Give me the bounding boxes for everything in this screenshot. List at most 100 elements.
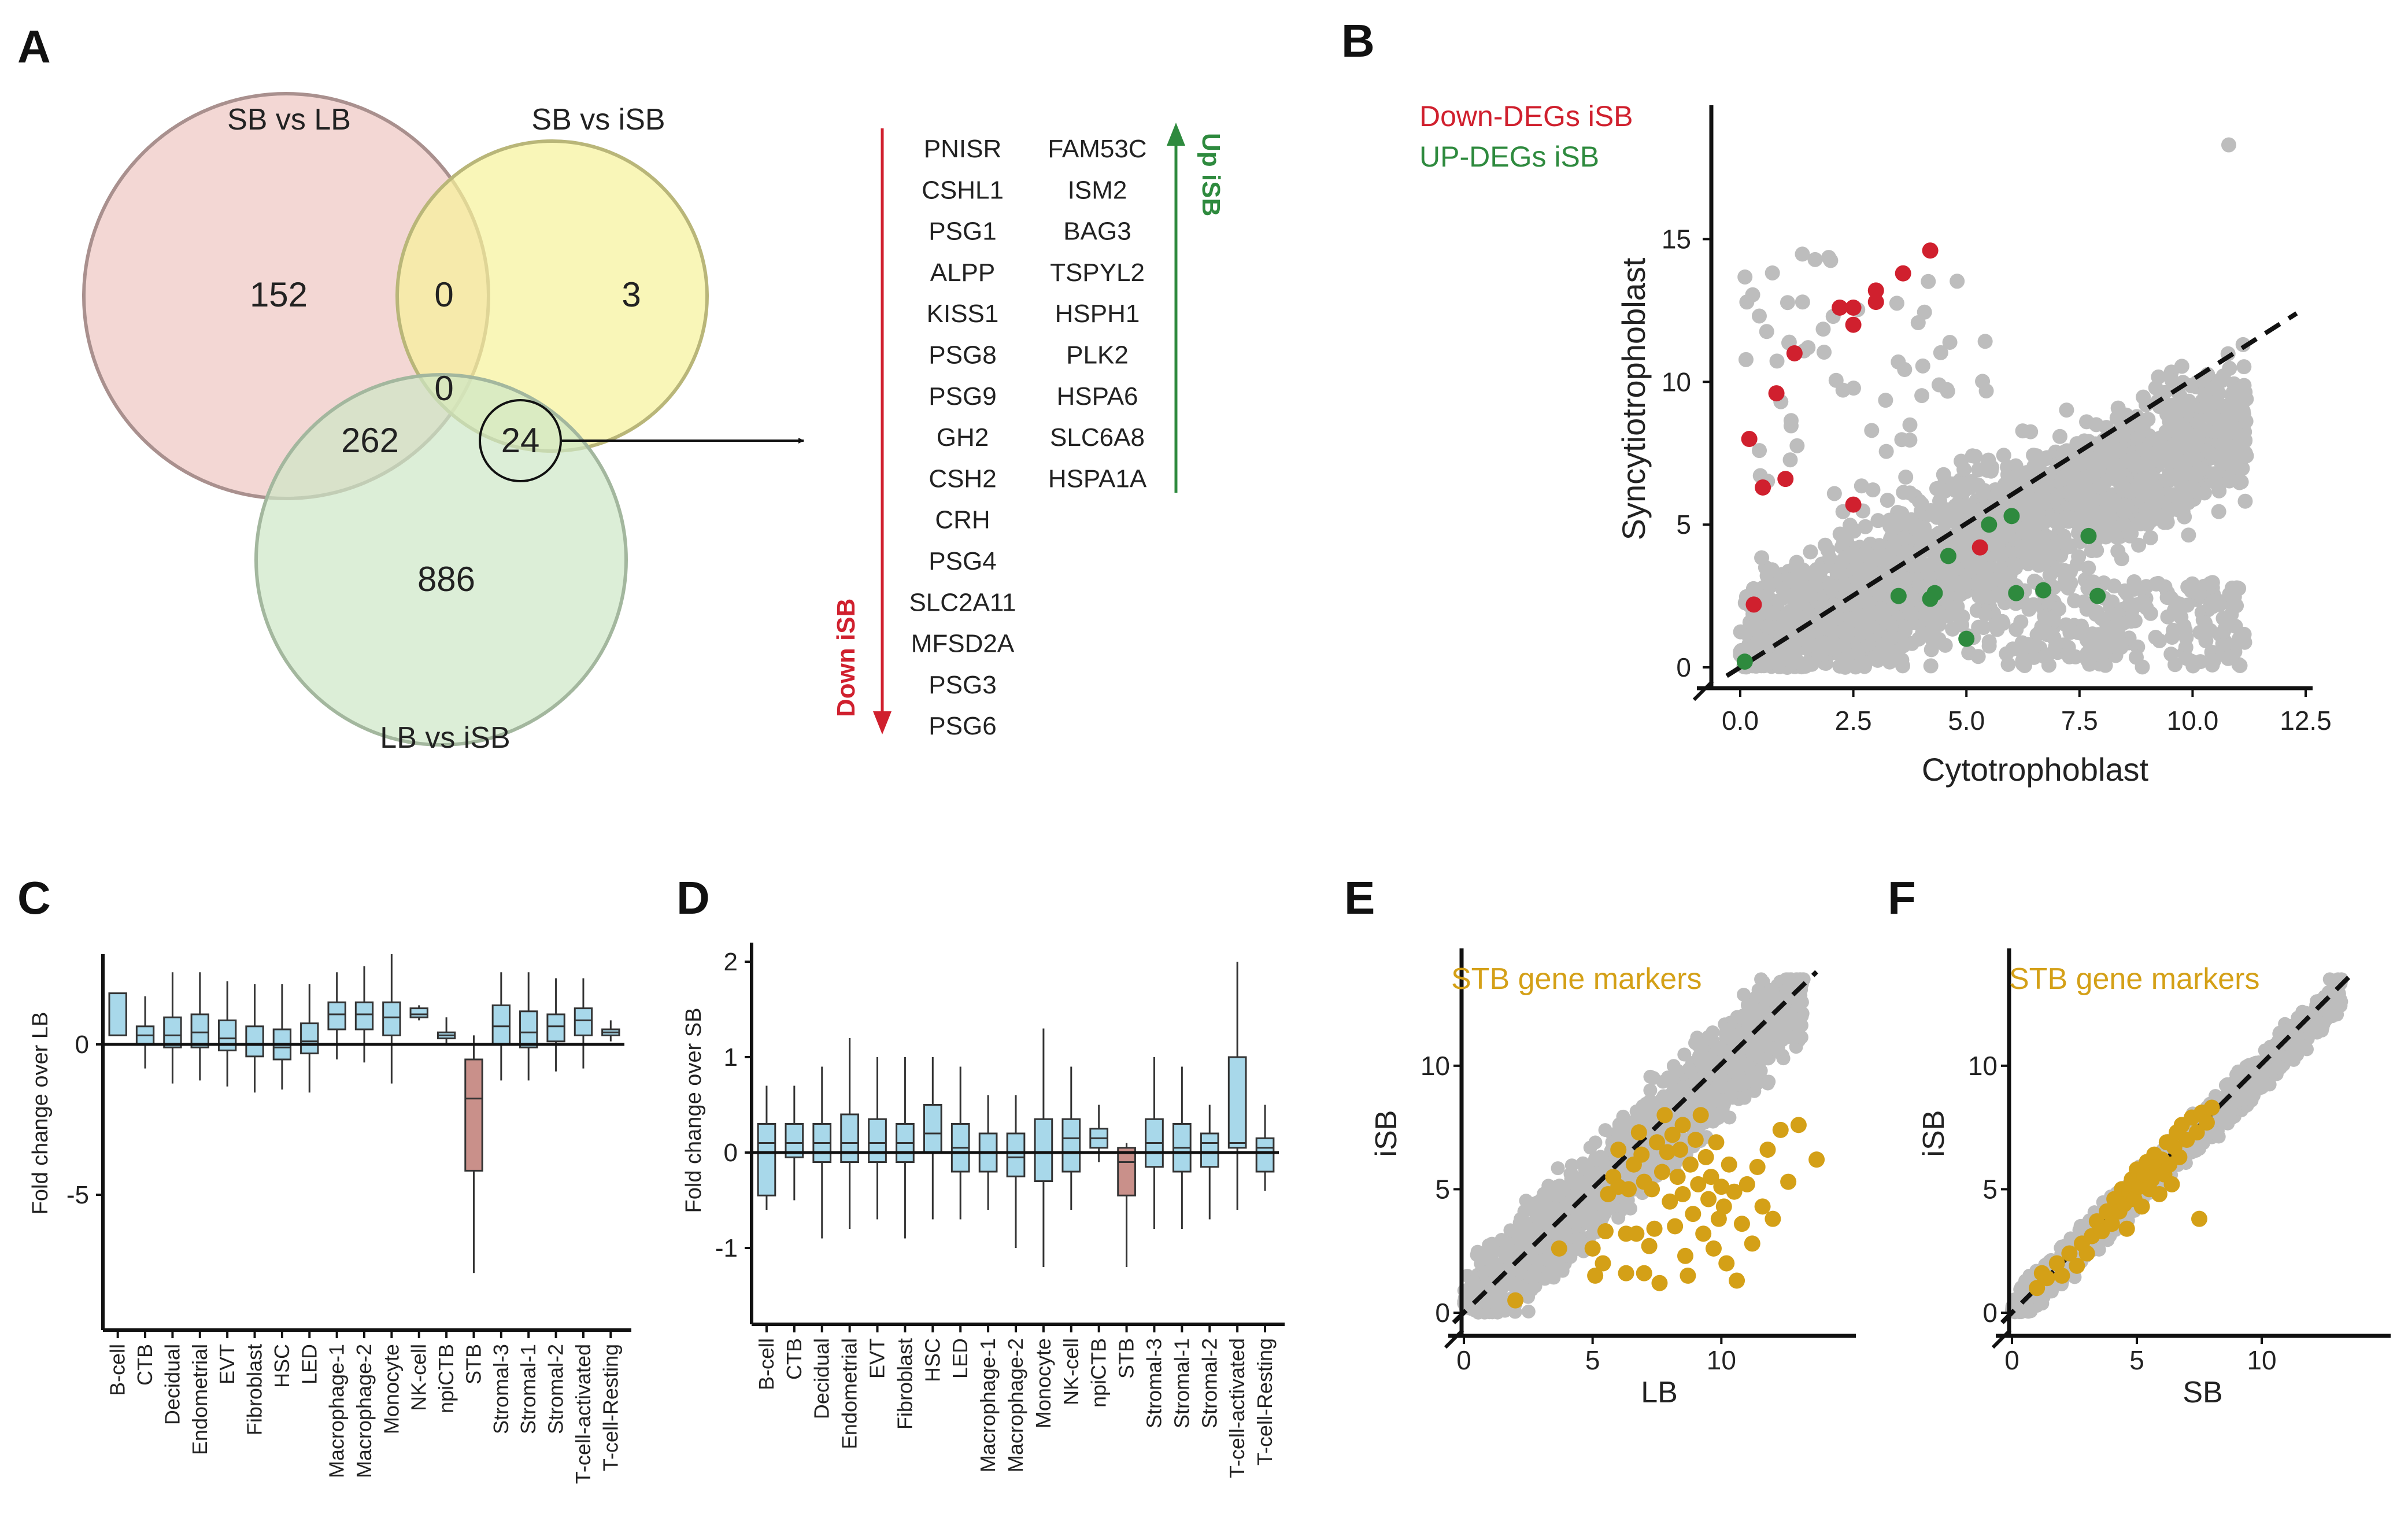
e-bg-point (1519, 1201, 1534, 1216)
e-marker-point (1636, 1265, 1652, 1282)
b-y-tick-label: 5 (1676, 509, 1691, 540)
b-bg-point (2095, 508, 2111, 523)
e-marker-point (1680, 1267, 1696, 1284)
b-bg-point (1885, 538, 1900, 553)
b-bg-point (1992, 561, 2008, 577)
e-bg-point (1780, 972, 1795, 987)
b-bg-point (2081, 560, 2096, 576)
b-bg-point (2181, 527, 2196, 543)
e-bg-point (1529, 1209, 1544, 1224)
e-bg-point (1646, 1070, 1660, 1085)
c-x-tick-label: Fibroblast (243, 1344, 267, 1435)
b-x-tick-label: 10.0 (2167, 706, 2219, 736)
b-bg-point (2139, 469, 2155, 485)
e-bg-point (1612, 1121, 1626, 1136)
b-bg-point (2207, 470, 2223, 486)
c-x-tick-label: EVT (215, 1344, 239, 1384)
b-bg-point (1961, 645, 1977, 660)
e-bg-point (1677, 1047, 1692, 1062)
b-bg-point (1914, 496, 1929, 512)
b-bg-point (2067, 649, 2083, 664)
b-bg-point (2180, 579, 2196, 594)
b-bg-point (2206, 653, 2221, 669)
e-marker-point (1633, 1146, 1650, 1163)
b-bg-point (1837, 625, 1853, 641)
b-bg-point (1881, 615, 1897, 630)
b-bg-point (2114, 551, 2129, 567)
b-bg-point (2191, 416, 2206, 431)
c-x-tick-label: HSC (270, 1344, 294, 1388)
b-bg-point (1791, 655, 1806, 670)
b-bg-point (2019, 482, 2035, 498)
e-bg-point (1495, 1232, 1509, 1247)
c-x-tick-label: Macrophage-1 (325, 1344, 349, 1478)
b-bg-point (1931, 631, 1947, 647)
e-bg-point (1714, 1095, 1728, 1109)
gene-up-item: ISM2 (1068, 176, 1127, 204)
b-bg-point (1886, 651, 1902, 666)
b-bg-point (2229, 385, 2245, 400)
b-bg-point (1859, 624, 1874, 640)
b-bg-point (1822, 551, 1837, 566)
d-x-tick-label: Stromal-1 (1170, 1338, 1193, 1428)
e-marker-point (1646, 1220, 1663, 1237)
venn-label-sb-lb: SB vs LB (227, 103, 351, 136)
b-up-points (1736, 508, 2106, 670)
c-x-tick-label: STB (461, 1344, 485, 1384)
d-x-tick-label: LED (948, 1338, 972, 1379)
b-bg-point (1884, 519, 1900, 535)
b-up-point (2003, 508, 2020, 525)
gene-up-item: HSPA1A (1048, 464, 1147, 493)
b-bg-point (1904, 607, 1920, 623)
b-bg-point (1995, 614, 2010, 629)
panel-a: A SB vs LB SB vs iSB LB vs iSB 152 3 886… (17, 21, 1225, 755)
b-bg-point (1850, 548, 1866, 564)
b-bg-point (1896, 531, 1912, 546)
e-y-tick-label: 0 (1435, 1298, 1450, 1328)
b-down-point (1922, 242, 1939, 259)
e-marker-point (1621, 1181, 1637, 1198)
b-down-point (1741, 431, 1758, 448)
b-bg-point (1842, 518, 1858, 533)
e-bg-point (1623, 1201, 1637, 1216)
e-bg-point (1692, 1049, 1706, 1063)
b-bg-point (2008, 544, 2024, 559)
b-bg-point (1775, 581, 1791, 597)
e-marker-point (1551, 1240, 1567, 1257)
panel-label-c: C (17, 872, 51, 924)
d-box (1034, 1118, 1053, 1182)
b-up-point (1958, 630, 1975, 647)
b-bg-point (2221, 409, 2237, 424)
b-bg-point (1921, 274, 1936, 289)
b-bg-point (2115, 516, 2131, 531)
b-bg-point (2063, 462, 2079, 478)
b-bg-point (1791, 596, 1807, 612)
b-bg-point (1835, 578, 1851, 593)
gene-list-up: FAM53CISM2BAG3TSPYL2HSPH1PLK2HSPA6SLC6A8… (1048, 135, 1146, 493)
b-bg-point (1956, 483, 1972, 498)
e-bg-point (1643, 1083, 1658, 1098)
b-down-point (1768, 385, 1785, 402)
b-bg-point (2174, 433, 2190, 449)
b-bg-point (2174, 359, 2189, 374)
b-bg-point (1766, 605, 1781, 621)
b-bg-point (1937, 483, 1953, 499)
b-bg-point (1914, 388, 1930, 404)
b-bg-point (1855, 586, 1870, 601)
b-bg-point (2039, 552, 2054, 568)
b-bg-point (2029, 516, 2045, 532)
b-bg-point (1765, 265, 1780, 280)
e-marker-point (1651, 1275, 1668, 1291)
b-bg-point (1737, 269, 1753, 285)
e-marker-point (1662, 1193, 1678, 1210)
e-marker-point (1610, 1142, 1627, 1158)
gene-down-item: CSH2 (929, 464, 996, 493)
b-bg-point (2052, 429, 2067, 444)
b-bg-point (2036, 616, 2052, 632)
c-box (354, 1001, 374, 1031)
b-bg-point (1782, 452, 1798, 468)
d-y-tick-label: 2 (724, 948, 738, 976)
b-bg-point (1980, 561, 1996, 577)
b-bg-point (1847, 612, 1862, 628)
